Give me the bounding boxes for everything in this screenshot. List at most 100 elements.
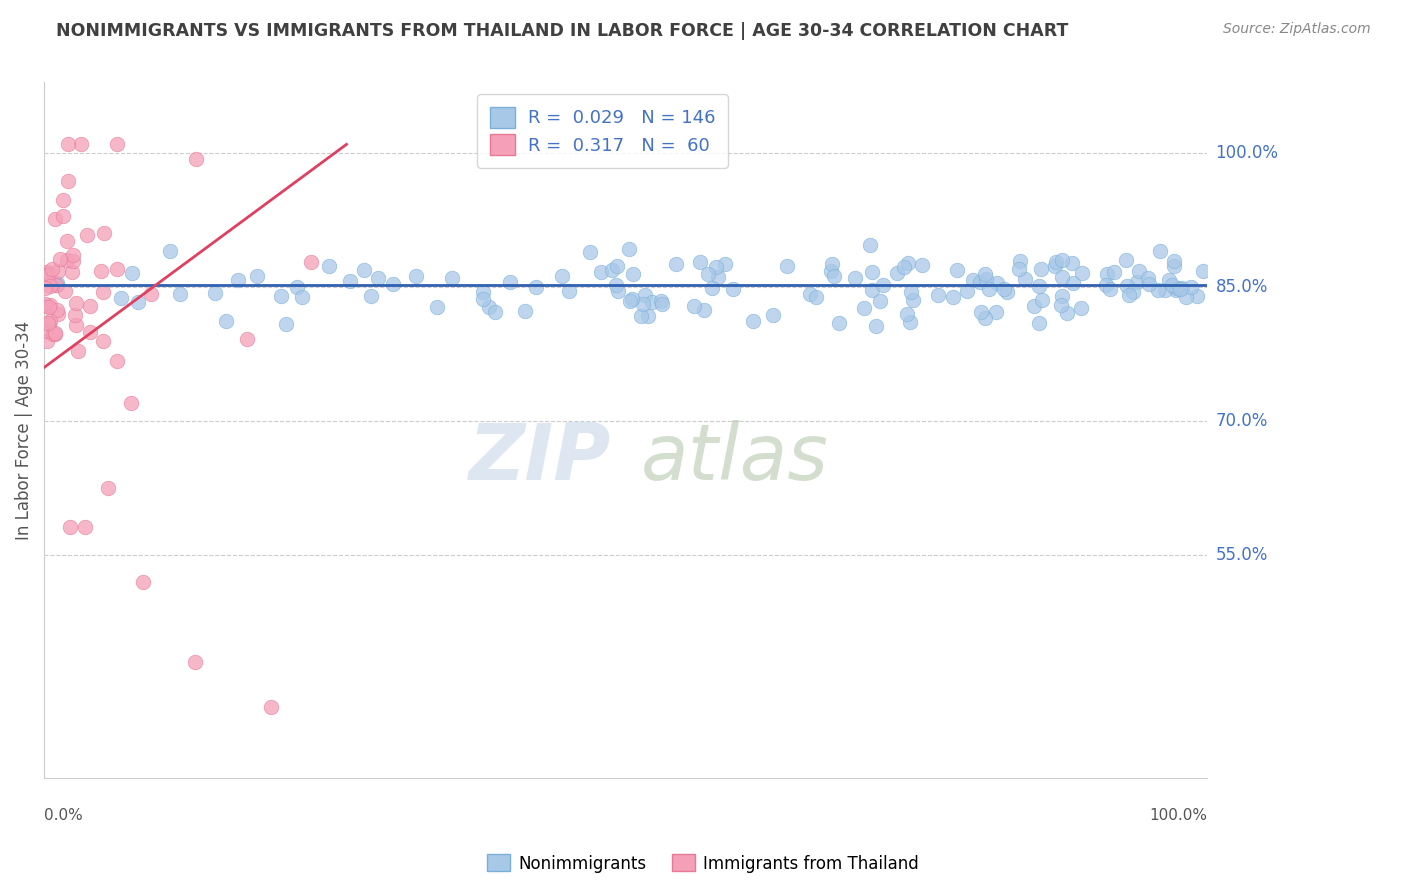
Point xyxy=(969,276,991,290)
Text: 100.0%: 100.0% xyxy=(1216,145,1278,162)
Point xyxy=(45,277,67,292)
Point xyxy=(707,270,730,285)
Point xyxy=(121,266,143,280)
Point xyxy=(742,313,765,327)
Point xyxy=(38,313,60,327)
Point xyxy=(704,260,727,274)
Point xyxy=(1154,283,1177,297)
Point xyxy=(956,285,979,299)
Text: 70.0%: 70.0% xyxy=(1216,412,1268,430)
Point xyxy=(120,396,142,410)
Point xyxy=(426,301,449,315)
Point xyxy=(1022,299,1045,313)
Point xyxy=(693,302,716,317)
Text: atlas: atlas xyxy=(641,420,828,496)
Point xyxy=(38,300,60,314)
Point xyxy=(700,281,723,295)
Point xyxy=(898,315,921,329)
Point xyxy=(1062,277,1084,291)
Point xyxy=(45,276,67,290)
Point xyxy=(910,259,932,273)
Legend: R =  0.029   N = 146, R =  0.317   N =  60: R = 0.029 N = 146, R = 0.317 N = 60 xyxy=(477,95,728,168)
Point xyxy=(631,296,654,310)
Point xyxy=(995,285,1018,300)
Point xyxy=(1050,269,1073,284)
Point xyxy=(34,297,56,311)
Point xyxy=(38,317,60,331)
Point xyxy=(35,268,58,282)
Point xyxy=(45,302,67,317)
Point xyxy=(806,290,828,304)
Point xyxy=(1160,277,1182,292)
Point xyxy=(93,226,115,240)
Point xyxy=(38,279,60,293)
Point xyxy=(353,263,375,277)
Point xyxy=(60,265,83,279)
Point xyxy=(872,277,894,292)
Point xyxy=(974,267,997,281)
Point xyxy=(35,299,58,313)
Point xyxy=(441,271,464,285)
Point xyxy=(110,291,132,305)
Point xyxy=(721,282,744,296)
Point xyxy=(799,287,821,301)
Point xyxy=(46,264,69,278)
Point xyxy=(942,290,965,304)
Point xyxy=(56,173,79,187)
Point xyxy=(714,256,737,270)
Point xyxy=(52,209,75,223)
Point xyxy=(105,137,128,152)
Point xyxy=(976,272,998,286)
Point xyxy=(1168,282,1191,296)
Point xyxy=(1014,272,1036,286)
Point xyxy=(44,212,66,227)
Point xyxy=(1149,244,1171,259)
Point xyxy=(1116,279,1139,293)
Point xyxy=(979,282,1001,296)
Point xyxy=(285,280,308,294)
Point xyxy=(621,292,644,306)
Point xyxy=(270,288,292,302)
Point xyxy=(1163,254,1185,268)
Point xyxy=(682,299,704,313)
Point xyxy=(59,520,82,534)
Point xyxy=(665,257,688,271)
Point xyxy=(169,286,191,301)
Point xyxy=(49,252,72,266)
Point xyxy=(974,311,997,326)
Point xyxy=(159,244,181,258)
Point xyxy=(630,309,652,323)
Point xyxy=(1097,267,1119,281)
Point xyxy=(65,308,87,322)
Point xyxy=(1115,253,1137,268)
Point xyxy=(1098,282,1121,296)
Point xyxy=(405,268,427,283)
Point xyxy=(823,268,845,283)
Point xyxy=(56,252,79,267)
Point xyxy=(367,271,389,285)
Point xyxy=(1128,264,1150,278)
Point xyxy=(65,295,87,310)
Point xyxy=(641,294,664,309)
Point xyxy=(472,285,495,300)
Point xyxy=(927,287,949,301)
Point xyxy=(471,293,494,307)
Point xyxy=(132,574,155,589)
Point xyxy=(1007,262,1029,277)
Point xyxy=(39,297,62,311)
Point xyxy=(1147,283,1170,297)
Point xyxy=(619,294,641,309)
Point xyxy=(650,294,672,309)
Point xyxy=(35,324,58,338)
Point xyxy=(897,256,920,270)
Point xyxy=(65,318,87,333)
Point xyxy=(993,282,1015,296)
Point xyxy=(215,314,238,328)
Point xyxy=(66,344,89,359)
Point xyxy=(79,325,101,339)
Point xyxy=(246,268,269,283)
Point xyxy=(105,353,128,368)
Point xyxy=(865,318,887,333)
Point xyxy=(1118,287,1140,301)
Point xyxy=(478,300,501,314)
